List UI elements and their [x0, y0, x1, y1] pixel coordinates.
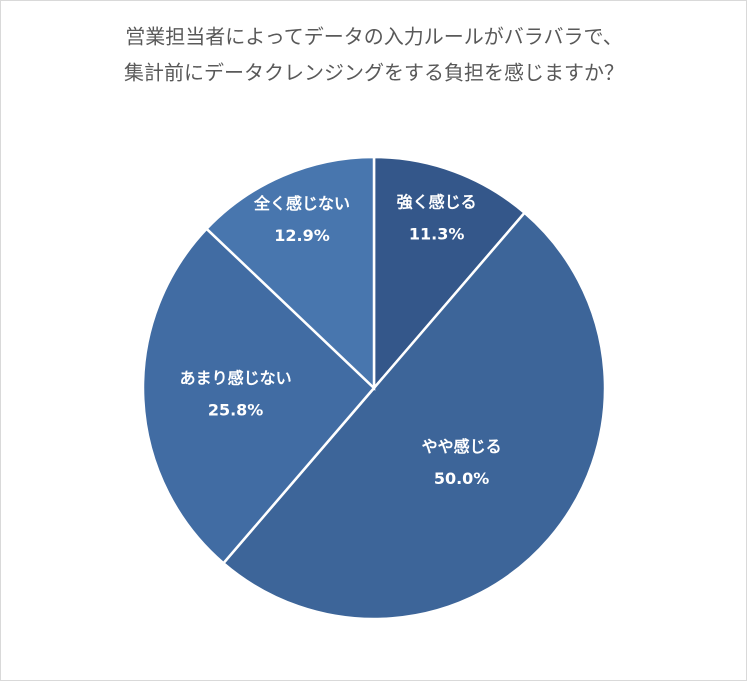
- chart-title: 営業担当者によってデータの入力ルールがバラバラで、: [125, 25, 622, 49]
- pie-slice: [204, 155, 376, 391]
- pie-slice: [372, 155, 527, 392]
- chart-title: 集計前にデータクレンジングをする負担を感じますか？: [124, 61, 624, 85]
- slice-label: 強く感じる: [397, 193, 477, 212]
- value-label: 25.8%: [208, 400, 264, 419]
- slice-label: あまり感じない: [180, 368, 292, 387]
- pie-slice: [221, 211, 607, 621]
- pie-slice: [141, 227, 376, 565]
- value-label: 50.0%: [434, 469, 490, 488]
- slice-label: 全く感じない: [253, 194, 350, 213]
- slice-label: やや感じる: [422, 437, 502, 456]
- value-label: 11.3%: [409, 225, 465, 244]
- value-label: 12.9%: [274, 226, 330, 245]
